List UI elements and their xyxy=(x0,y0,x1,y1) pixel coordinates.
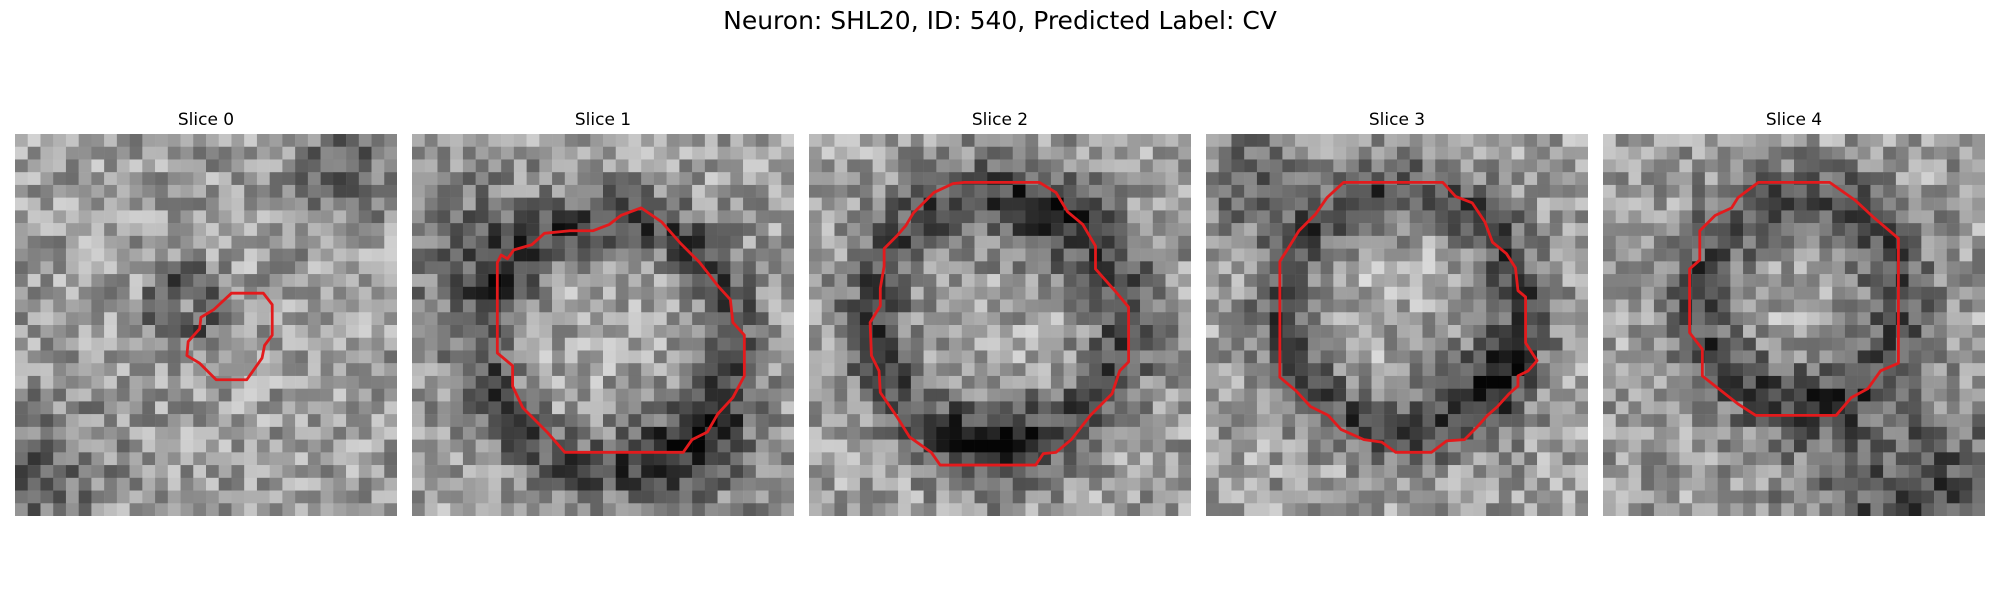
slice-image-0 xyxy=(15,134,397,516)
slice-title: Slice 1 xyxy=(574,110,632,130)
slice-title: Slice 3 xyxy=(1368,110,1426,130)
slice-image-2 xyxy=(809,134,1191,516)
cell-outline xyxy=(495,206,746,454)
slice-title: Slice 0 xyxy=(177,110,235,130)
slice-image-1 xyxy=(412,134,794,516)
cell-outline xyxy=(1688,180,1900,417)
slice-image-3 xyxy=(1206,134,1588,516)
figure-title: Neuron: SHL20, ID: 540, Predicted Label:… xyxy=(723,6,1277,35)
cell-outline xyxy=(1278,180,1539,454)
slice-image-4 xyxy=(1603,134,1985,516)
pixel-grid xyxy=(412,134,794,516)
cell-outline xyxy=(868,180,1131,467)
slice-title: Slice 4 xyxy=(1765,110,1823,130)
pixel-grid xyxy=(1603,134,1985,516)
pixel-grid xyxy=(1206,134,1588,516)
pixel-grid xyxy=(15,134,397,516)
cell-outline xyxy=(185,291,274,382)
pixel-grid xyxy=(809,134,1191,516)
slice-title: Slice 2 xyxy=(971,110,1029,130)
